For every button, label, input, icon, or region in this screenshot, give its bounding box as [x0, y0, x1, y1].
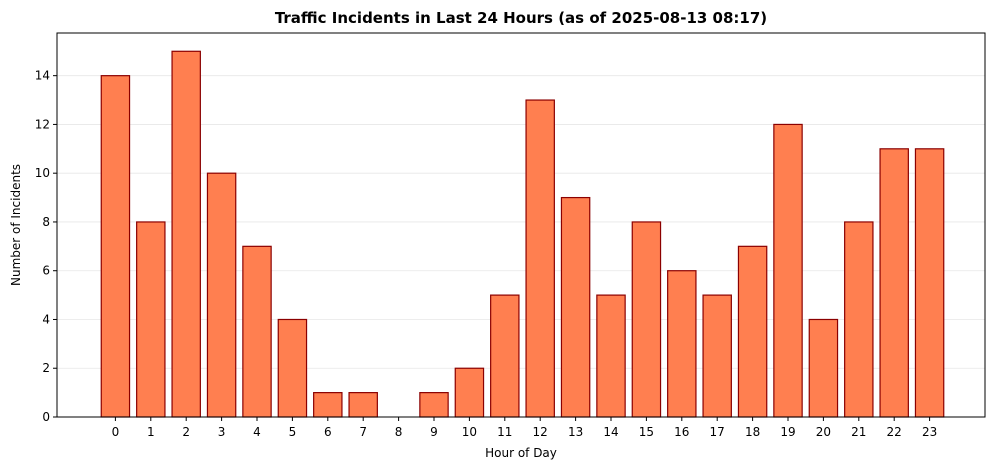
bar-14	[596, 294, 626, 418]
bar-1	[136, 221, 166, 418]
bar-19	[773, 123, 803, 418]
x-tick-label: 17	[710, 425, 725, 439]
x-tick-label: 7	[359, 425, 367, 439]
x-tick-label: 1	[147, 425, 155, 439]
x-tick-label: 3	[218, 425, 226, 439]
x-tick-label: 4	[253, 425, 261, 439]
bar-2	[171, 50, 201, 418]
bar-6	[313, 392, 343, 418]
bar-21	[844, 221, 874, 418]
x-tick-label: 12	[533, 425, 548, 439]
bar-22	[879, 148, 909, 418]
x-tick-label: 15	[639, 425, 654, 439]
chart-title: Traffic Incidents in Last 24 Hours (as o…	[275, 9, 767, 27]
x-tick-label: 21	[851, 425, 866, 439]
y-tick-label: 4	[42, 312, 50, 326]
bar-12	[525, 99, 555, 418]
bar-20	[808, 318, 839, 418]
x-tick-label: 20	[816, 425, 831, 439]
x-tick-label: 11	[497, 425, 512, 439]
bar-11	[490, 294, 520, 418]
y-tick-label: 14	[35, 69, 50, 83]
y-tick-label: 10	[35, 166, 50, 180]
bar-18	[737, 245, 768, 418]
x-tick-label: 22	[887, 425, 902, 439]
x-tick-label: 18	[745, 425, 760, 439]
x-tick-label: 5	[289, 425, 297, 439]
bar-4	[242, 245, 272, 418]
bar-7	[348, 392, 378, 418]
x-tick-label: 0	[112, 425, 120, 439]
bars	[100, 50, 945, 418]
x-tick-label: 16	[674, 425, 689, 439]
x-tick-label: 13	[568, 425, 583, 439]
y-tick-label: 8	[42, 215, 50, 229]
bar-0	[100, 75, 131, 418]
bar-5	[277, 318, 308, 418]
x-tick-label: 9	[430, 425, 438, 439]
x-tick-label: 8	[395, 425, 403, 439]
x-axis: 0 1 2 3 4 5 6 7 8 9 10 11 12 13 14 15 16 17 18 19 20 21 22 23	[112, 417, 937, 439]
bar-10	[454, 367, 485, 418]
y-axis-label: Number of Incidents	[9, 164, 23, 286]
bar-17	[702, 294, 732, 418]
bar-3	[206, 172, 237, 418]
y-tick-label: 12	[35, 117, 50, 131]
y-tick-label: 6	[42, 264, 50, 278]
bar-23	[914, 148, 945, 418]
x-tick-label: 6	[324, 425, 332, 439]
y-axis: 0 2 4 6 8 10 12 14	[35, 69, 57, 424]
bar-9	[419, 392, 449, 418]
x-tick-label: 2	[182, 425, 190, 439]
bar-13	[560, 196, 591, 418]
x-tick-label: 23	[922, 425, 937, 439]
x-tick-label: 19	[780, 425, 795, 439]
x-tick-label: 10	[462, 425, 477, 439]
bar-16	[667, 270, 697, 418]
bar-15	[631, 221, 662, 418]
x-tick-label: 14	[603, 425, 618, 439]
plot-frame	[56, 32, 986, 418]
y-tick-label: 2	[42, 361, 50, 375]
x-axis-label: Hour of Day	[485, 446, 557, 460]
y-tick-label: 0	[42, 410, 50, 424]
